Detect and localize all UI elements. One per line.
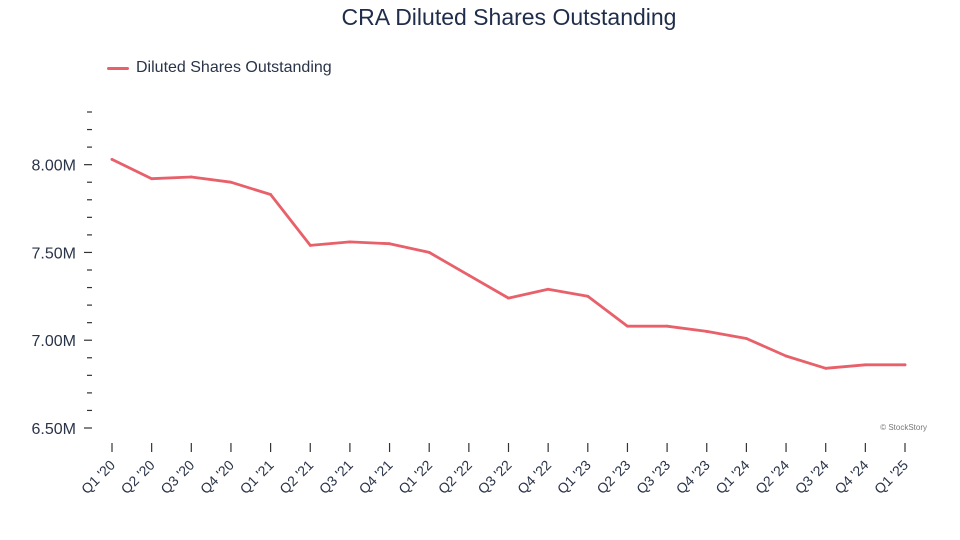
data-point [903, 363, 907, 367]
x-tick-label: Q2 '22 [435, 457, 475, 497]
data-point [626, 324, 629, 328]
data-point [348, 240, 352, 244]
data-point [110, 158, 114, 161]
x-tick-label: Q3 '22 [474, 457, 514, 497]
x-tick-label: Q4 '20 [197, 457, 237, 497]
chart-title: CRA Diluted Shares Outstanding [341, 4, 677, 30]
x-tick-label: Q3 '24 [792, 457, 832, 497]
y-axis: 6.50M 7.00M 7.50M 8.00M [32, 111, 92, 438]
data-point [388, 242, 391, 246]
x-tick-label: Q3 '23 [633, 457, 673, 497]
x-tick-label: Q1 '22 [395, 457, 435, 497]
data-point [229, 180, 233, 184]
series-line [110, 157, 907, 370]
x-tick-label: Q4 '24 [831, 457, 871, 497]
data-point [705, 330, 709, 333]
legend: Diluted Shares Outstanding [107, 59, 332, 77]
data-point [665, 324, 669, 328]
data-point [189, 175, 193, 179]
y-tick-label: 6.50M [32, 421, 76, 438]
x-tick-label: Q3 '20 [157, 457, 197, 497]
x-tick-label: Q2 '24 [752, 457, 792, 497]
x-tick-label: Q3 '21 [316, 457, 356, 497]
x-tick-label: Q2 '20 [118, 457, 158, 497]
x-axis: Q1 '20 Q2 '20 Q3 '20 Q4 '20 Q1 '21 Q2 '21 Q3 '… [78, 443, 911, 497]
x-tick-label: Q1 '21 [237, 457, 277, 497]
x-tick-label: Q2 '23 [593, 457, 633, 497]
y-tick-label: 7.50M [32, 245, 76, 262]
x-tick-label: Q1 '23 [554, 457, 594, 497]
x-tick-label: Q2 '21 [276, 457, 316, 497]
x-tick-label: Q4 '22 [514, 457, 554, 497]
y-tick-label: 8.00M [32, 158, 76, 175]
data-point [308, 244, 312, 247]
data-point [586, 294, 590, 298]
legend-swatch [107, 66, 129, 70]
data-point [784, 354, 788, 358]
data-point [467, 273, 471, 277]
series-layer [110, 157, 907, 370]
data-point [150, 177, 154, 181]
data-point [546, 287, 550, 291]
data-point [824, 366, 828, 370]
data-point [427, 251, 431, 254]
x-tick-label: Q1 '24 [712, 457, 752, 497]
data-point [269, 193, 272, 196]
y-tick-label: 7.00M [32, 333, 76, 350]
data-point [745, 337, 748, 340]
data-point [863, 363, 867, 367]
watermark: © StockStory [880, 423, 927, 432]
x-tick-label: Q4 '23 [673, 457, 713, 497]
legend-label: Diluted Shares Outstanding [136, 59, 332, 76]
x-tick-label: Q1 '25 [871, 457, 911, 497]
data-point [507, 296, 510, 300]
x-tick-label: Q4 '21 [355, 457, 395, 497]
x-tick-label: Q1 '20 [78, 457, 118, 497]
